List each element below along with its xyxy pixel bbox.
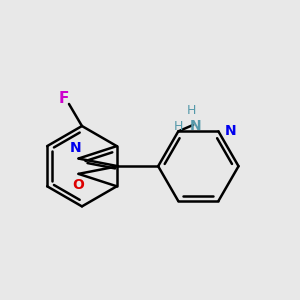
Text: N: N (70, 140, 81, 154)
Text: N: N (224, 124, 236, 138)
Text: H: H (187, 104, 196, 117)
Text: F: F (58, 91, 69, 106)
Text: O: O (73, 178, 85, 192)
Text: N: N (190, 119, 202, 133)
Text: H: H (174, 120, 183, 133)
